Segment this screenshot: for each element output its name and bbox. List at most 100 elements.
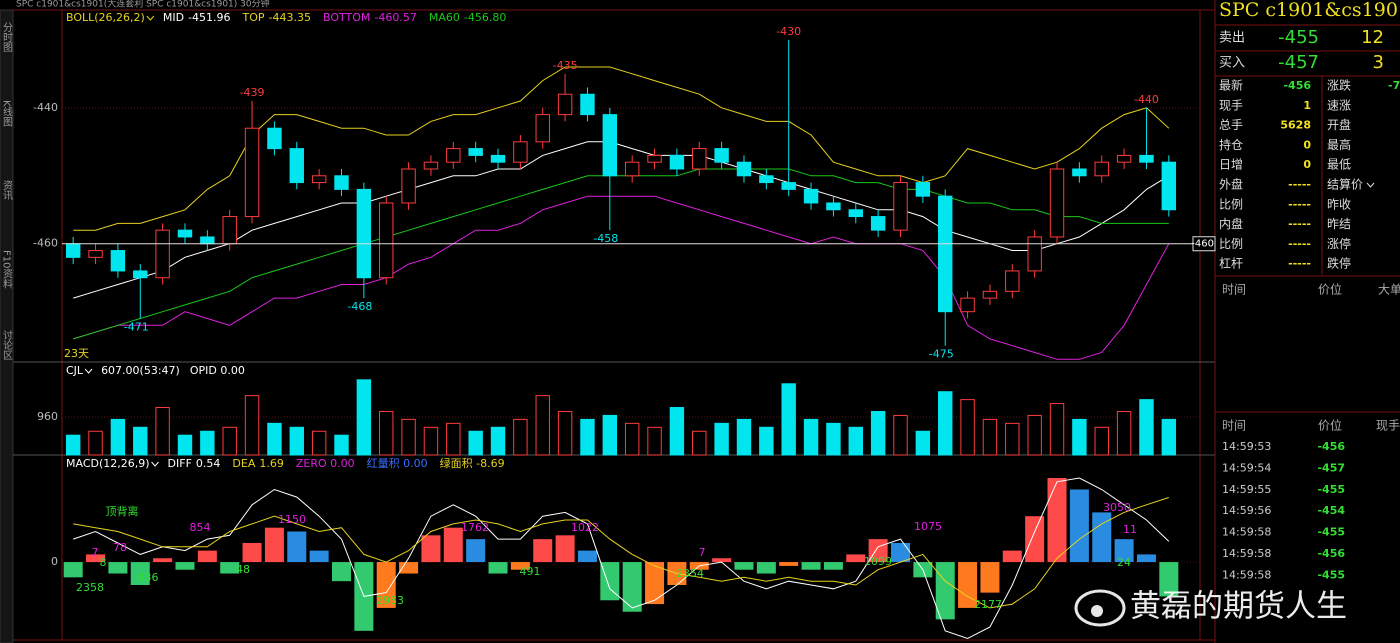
- candle-body: [423, 161, 439, 170]
- quote-value: 5628: [1280, 119, 1311, 132]
- candle-body: [1027, 236, 1042, 272]
- sidebar-tab: F10资料: [1, 250, 13, 289]
- quote-value: 1: [1303, 99, 1311, 112]
- legend-value: -451.96: [188, 11, 230, 24]
- macd-annotation: 436: [138, 571, 159, 584]
- quote-value: -----: [1288, 257, 1311, 270]
- candle-body: [915, 182, 931, 197]
- trade-time: 14:59:58: [1222, 526, 1271, 539]
- volume-bar: [602, 414, 618, 456]
- trade-price: -455: [1317, 483, 1345, 496]
- candle-body: [244, 127, 260, 218]
- indicator-line: [73, 195, 1170, 360]
- candle-body: [222, 216, 237, 245]
- macd-annotation: 11: [1123, 523, 1137, 536]
- book-qty: 3: [1373, 52, 1384, 73]
- volume-bar: [1161, 418, 1177, 456]
- legend-item: 绿面积 -8.69: [440, 456, 505, 470]
- macd-bar: [756, 562, 776, 574]
- volume-bar: [848, 426, 863, 456]
- quote-label: 昨结: [1327, 217, 1351, 231]
- candle-body: [401, 168, 416, 204]
- column-header: 时间: [1222, 283, 1246, 297]
- legend-value: -460.57: [374, 11, 416, 24]
- candle-body: [803, 188, 819, 204]
- candle-body: [155, 229, 170, 279]
- volume-bar: [692, 430, 707, 456]
- volume-bar: [938, 391, 953, 456]
- candle-body: [557, 93, 573, 116]
- macd-annotation: 7: [92, 546, 99, 559]
- macd-annotation: 8: [100, 556, 107, 569]
- quote-value: -7: [1388, 79, 1400, 92]
- indicator-line: [73, 141, 1170, 299]
- macd-bar: [376, 562, 396, 608]
- volume-bar: [982, 418, 998, 456]
- macd-annotation: 854: [190, 521, 211, 534]
- macd-annotation: 顶背离: [106, 504, 139, 518]
- macd-bar: [846, 554, 866, 563]
- dropdown-arrow: [84, 368, 93, 374]
- macd-bar: [1136, 554, 1156, 563]
- low-label: -468: [347, 300, 372, 313]
- book-price: -457: [1278, 52, 1319, 73]
- candle-body: [379, 202, 394, 279]
- indicator-name: BOLL(26,26,2): [66, 11, 145, 24]
- volume-bar: [155, 407, 170, 456]
- quote-label: 最高: [1327, 137, 1351, 152]
- legend-value: -456.80: [464, 11, 506, 24]
- macd-bar: [488, 562, 508, 574]
- volume-bar: [222, 426, 237, 456]
- macd-annotation: 2177: [974, 598, 1002, 611]
- watermark-icon: [1091, 605, 1103, 617]
- macd-annotation: 1075: [914, 520, 942, 533]
- macd-annotation: 24: [1117, 556, 1131, 569]
- macd-bar: [712, 558, 732, 563]
- candle-body: [311, 175, 327, 184]
- macd-annotation: 2983: [376, 594, 404, 607]
- quote-label: 结算价: [1327, 177, 1363, 192]
- book-price: -455: [1278, 27, 1319, 48]
- legend-value: 0.54: [196, 457, 221, 470]
- volume-bar: [1005, 422, 1020, 456]
- quote-label: 内盘: [1219, 216, 1243, 231]
- macd-bar: [622, 562, 642, 612]
- quote-label: 开盘: [1327, 117, 1351, 132]
- low-label: -475: [929, 348, 954, 361]
- trade-price: -457: [1317, 461, 1345, 474]
- macd-bar: [980, 562, 1000, 593]
- dropdown-arrow: [146, 15, 155, 21]
- sidebar-tab: 分时图: [1, 22, 13, 53]
- quote-label: 杠杆: [1219, 256, 1243, 271]
- period-label: 23天: [64, 347, 89, 360]
- legend-name: DIFF: [168, 457, 192, 470]
- candle-body: [1005, 270, 1020, 292]
- indicator-line: [73, 477, 1170, 640]
- candle-body: [938, 195, 953, 313]
- candle-body: [759, 175, 774, 184]
- macd-annotation: 7: [699, 546, 706, 559]
- volume-bar: [88, 430, 103, 456]
- candle-body: [580, 93, 595, 116]
- trade-price: -455: [1317, 568, 1345, 581]
- macd-annotation: 78: [113, 541, 127, 554]
- candle-body: [826, 202, 841, 211]
- macd-bar: [287, 531, 307, 563]
- candle-body: [200, 236, 215, 245]
- watermark-icon: [1074, 589, 1126, 627]
- volume-bar: [446, 422, 461, 456]
- trade-time: 14:59:55: [1222, 483, 1271, 496]
- y-tick-label: -460: [33, 237, 58, 250]
- macd-annotation: 1150: [278, 513, 306, 526]
- price-tag: -460: [1191, 239, 1214, 250]
- quote-label: 现手: [1219, 98, 1243, 112]
- legend-item: ZERO 0.00: [296, 457, 355, 470]
- macd-bar: [63, 562, 83, 578]
- column-header: 大单: [1378, 283, 1400, 297]
- volume-bar: [781, 383, 796, 456]
- volume-bar: [759, 426, 774, 456]
- candle-body: [133, 270, 148, 279]
- macd-bar: [108, 562, 128, 574]
- macd-bar: [577, 550, 597, 563]
- macd-bar: [1002, 550, 1022, 563]
